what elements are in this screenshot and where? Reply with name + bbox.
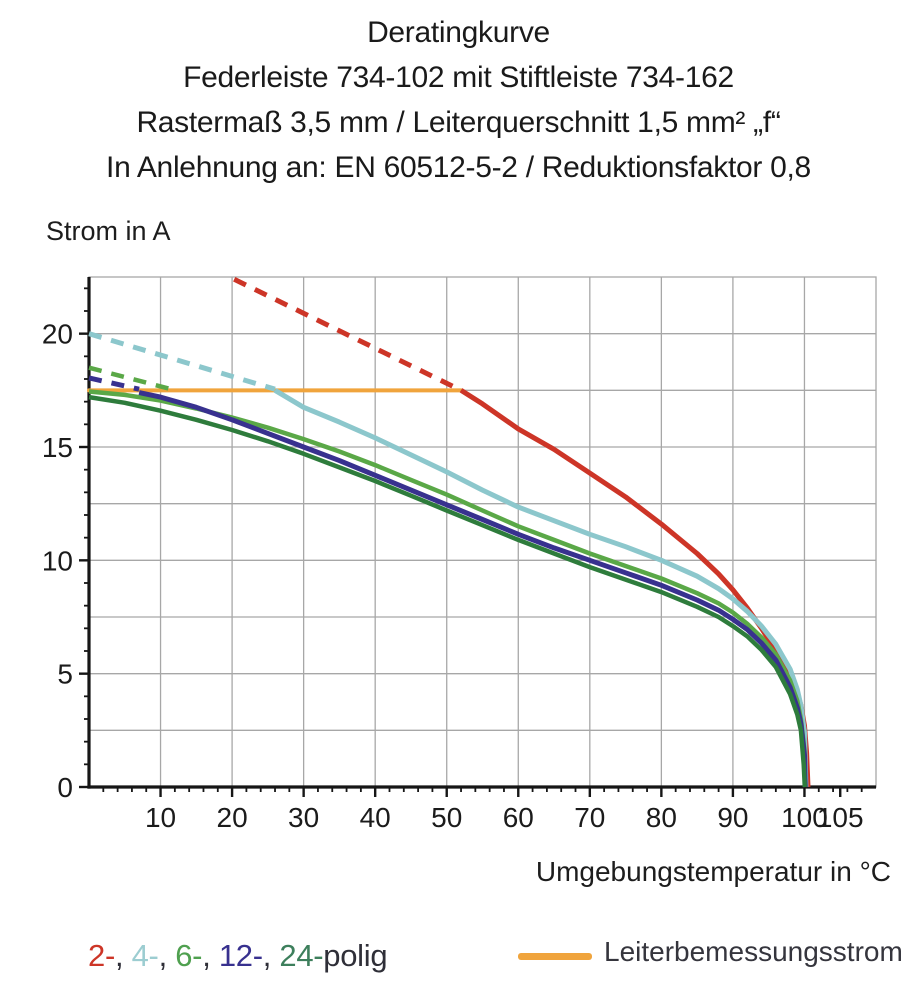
curve-24-polig-solid <box>88 394 808 788</box>
legend-pole-6polig: 6- <box>175 938 203 973</box>
x-tick-label: 30 <box>288 802 319 833</box>
curve-6-polig-solid <box>88 389 808 788</box>
x-tick-label: 20 <box>217 802 248 833</box>
legend-pole-12polig: 12- <box>218 938 263 973</box>
x-tick-label: 40 <box>360 802 391 833</box>
y-tick-label: 10 <box>42 545 73 576</box>
curve-2-polig-dashed <box>233 277 463 393</box>
legend-separator: , <box>262 938 280 973</box>
x-tick-label: 70 <box>574 802 605 833</box>
curve-12-polig-solid <box>138 390 808 788</box>
curve-6-polig-dashed <box>88 365 172 392</box>
gridlines <box>88 276 877 788</box>
y-tick-label: 0 <box>57 772 73 803</box>
curve-2-polig-solid <box>459 388 811 788</box>
x-tick-label: 10 <box>145 802 176 833</box>
x-tick-label: 60 <box>503 802 534 833</box>
legend-row: 2-, 4-, 6-, 12-, 24-polig Leiterbemessun… <box>0 936 917 988</box>
title-line-4: In Anlehnung an: EN 60512-5-2 / Reduktio… <box>106 151 811 184</box>
curve-12-polig-dashed <box>88 375 140 392</box>
curves <box>88 277 811 788</box>
legend-separator: , <box>202 938 219 973</box>
rated-current-label: Leiterbemessungsstrom <box>604 936 903 967</box>
axis-spines <box>87 277 876 789</box>
y-tick-label: 5 <box>57 659 73 690</box>
title-line-1: Deratingkurve <box>367 16 550 49</box>
y-axis-title: Strom in A <box>46 216 171 246</box>
x-tick-label: 50 <box>431 802 462 833</box>
rated-current-swatch <box>518 953 592 960</box>
legend-suffix-polig: polig <box>323 938 388 973</box>
legend-pole-2polig: 2- <box>88 938 115 973</box>
curve-4-polig-solid <box>273 388 809 788</box>
legend-pole-24polig: 24- <box>279 938 324 973</box>
chart-title-block: Deratingkurve Federleiste 734-102 mit St… <box>0 10 917 190</box>
legend-pole-counts: 2-, 4-, 6-, 12-, 24-polig <box>88 938 388 974</box>
axis-ticks <box>79 287 863 797</box>
plot-border <box>88 276 877 788</box>
x-tick-label: 105 <box>817 802 864 833</box>
x-tick-label: 90 <box>717 802 748 833</box>
title-line-3: Rastermaß 3,5 mm / Leiterquerschnitt 1,5… <box>136 106 781 139</box>
curve-4-polig-dashed <box>88 331 276 392</box>
y-tick-label: 20 <box>42 319 73 350</box>
x-tick-label: 80 <box>646 802 677 833</box>
legend-pole-4polig: 4- <box>131 938 159 973</box>
y-tick-label: 15 <box>42 432 73 463</box>
title-line-2: Federleiste 734-102 mit Stiftleiste 734-… <box>183 61 734 94</box>
legend-separator: , <box>114 938 132 973</box>
x-tick-label: 100 <box>781 802 828 833</box>
legend-separator: , <box>158 938 176 973</box>
x-axis-title: Umgebungstemperatur in °C <box>535 856 891 887</box>
